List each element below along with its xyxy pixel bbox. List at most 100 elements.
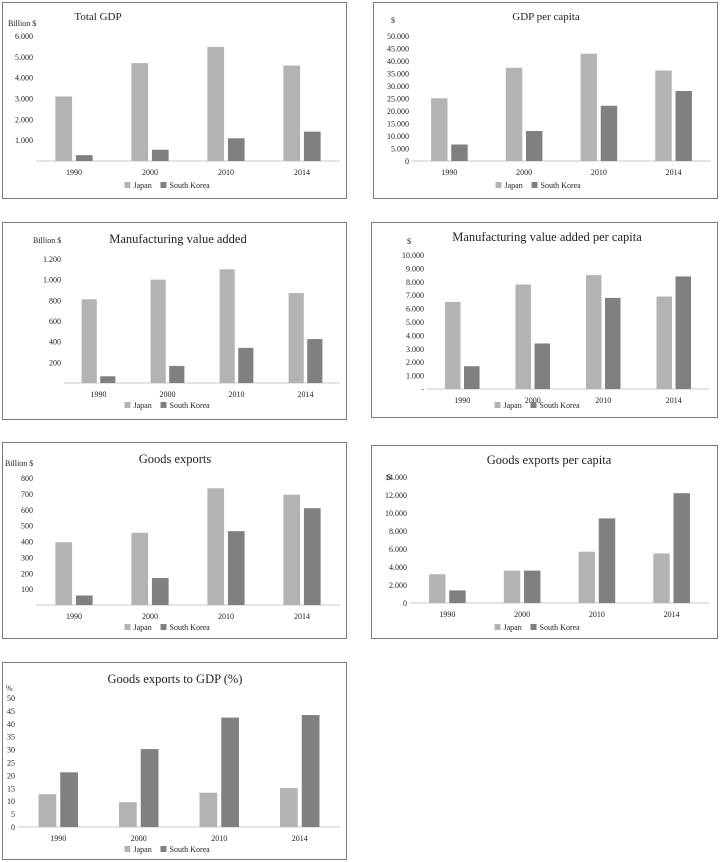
legend-label-japan: Japan <box>505 181 523 190</box>
y-tick-label: 8.000 <box>389 527 407 536</box>
y-tick-label: 6.000 <box>15 32 33 41</box>
bar-south-korea-2000 <box>523 570 541 603</box>
bar-japan-2010 <box>207 46 225 162</box>
bar-south-korea-2014 <box>675 276 692 389</box>
x-tick-label: 2000 <box>131 834 147 843</box>
bar-japan-2010 <box>585 275 602 389</box>
y-tick-label: 0 <box>405 157 409 166</box>
y-tick-label: 9.000 <box>406 264 424 273</box>
bar-south-korea-2000 <box>534 343 551 389</box>
chart-manufacturing-value-added: Manufacturing value added Billion $ 200 400… <box>2 222 347 420</box>
x-tick-label: 1990 <box>50 834 66 843</box>
bar-japan-2000 <box>131 532 149 605</box>
y-tick-label: 40.000 <box>387 57 409 66</box>
x-tick-label: 2010 <box>229 390 245 399</box>
bar-japan-2010 <box>219 269 235 383</box>
y-unit-label: Billion $ <box>8 19 36 28</box>
y-tick-label: 15.000 <box>387 120 409 129</box>
legend-label-japan: Japan <box>134 623 152 632</box>
y-tick-label: 800 <box>21 474 33 483</box>
x-tick-label: 2000 <box>142 612 158 621</box>
y-tick-label: 400 <box>49 338 61 347</box>
x-tick-label: 2000 <box>142 168 158 177</box>
y-unit-label: % <box>6 684 13 693</box>
x-tick-label: 2010 <box>595 396 611 405</box>
y-tick-label: 50.000 <box>387 32 409 41</box>
y-tick-label: 4.000 <box>389 563 407 572</box>
y-tick-label: 200 <box>21 569 33 578</box>
y-tick-label: 45 <box>7 707 15 716</box>
y-tick-label: 10.000 <box>387 132 409 141</box>
x-tick-label: 2000 <box>516 168 532 177</box>
bar-south-korea-2010 <box>227 138 245 161</box>
x-tick-label: 2010 <box>589 610 605 619</box>
bar-south-korea-1990 <box>451 144 468 161</box>
y-tick-label: 50 <box>7 694 15 703</box>
bar-japan-1990 <box>429 574 446 603</box>
legend-label-japan: Japan <box>134 401 152 410</box>
y-tick-label: 1.000 <box>15 136 33 145</box>
y-tick-label: 10 <box>7 797 15 806</box>
legend-swatch-south-korea <box>160 846 167 852</box>
bar-japan-2000 <box>503 570 521 603</box>
bar-south-korea-1990 <box>464 366 480 389</box>
chart-svg: Total GDP Billion $ 1.000 2.000 3.000 4.000 5.… <box>8 11 340 190</box>
chart-gdp-per-capita: GDP per capita $0 5.000 10.000 15.000 20.000 2… <box>373 2 718 199</box>
bar-south-korea-2000 <box>169 365 185 383</box>
y-unit-label: Billion $ <box>5 459 33 468</box>
chart-title: Total GDP <box>74 11 121 23</box>
y-tick-label: 10.000 <box>402 251 424 260</box>
bar-south-korea-1990 <box>75 155 93 161</box>
y-tick-label: 2.000 <box>389 581 407 590</box>
bar-south-korea-2014 <box>303 508 321 605</box>
bar-south-korea-1990 <box>60 772 78 827</box>
y-tick-label: 14.000 <box>385 473 407 482</box>
legend-label-south-korea: South Korea <box>541 181 582 190</box>
y-unit-label: $ <box>387 473 391 482</box>
y-tick-label: 12.000 <box>385 491 407 500</box>
y-tick-label: 35 <box>7 733 15 742</box>
bar-japan-2014 <box>288 293 304 383</box>
bar-south-korea-2014 <box>307 339 323 383</box>
bar-south-korea-2000 <box>151 149 169 161</box>
y-tick-label: 3.000 <box>15 95 33 104</box>
y-tick-label: 1.000 <box>406 372 424 381</box>
chart-title: Manufacturing value added <box>109 232 247 246</box>
x-tick-label: 1990 <box>441 168 457 177</box>
y-tick-label: 100 <box>21 585 33 594</box>
bar-south-korea-2014 <box>675 91 692 161</box>
y-tick-label: 6.000 <box>389 545 407 554</box>
y-tick-label: 6.000 <box>406 305 424 314</box>
legend-label-south-korea: South Korea <box>170 623 211 632</box>
y-tick-label: 0 <box>403 599 407 608</box>
x-tick-label: 2010 <box>591 168 607 177</box>
x-tick-label: 2014 <box>294 612 310 621</box>
legend-swatch-south-korea <box>530 402 537 408</box>
bar-japan-2000 <box>515 284 531 389</box>
y-tick-label: 700 <box>21 490 33 499</box>
legend-swatch-japan <box>494 624 501 630</box>
x-tick-label: 1990 <box>91 390 107 399</box>
chart-svg: Goods exports per capita $0 2.000 4.000 6.00… <box>385 453 709 632</box>
x-tick-label: 2014 <box>298 390 314 399</box>
chart-title: Manufacturing value added per capita <box>452 230 642 244</box>
y-tick-label: 400 <box>21 538 33 547</box>
bar-japan-1990 <box>38 794 57 827</box>
x-tick-label: 2014 <box>294 168 310 177</box>
y-tick-label: 4.000 <box>15 74 33 83</box>
legend-label-japan: Japan <box>504 623 522 632</box>
chart-svg: Goods exports to GDP (%)% 0 5 10 15 20 25 30 35 4… <box>6 672 340 854</box>
bar-south-korea-2010 <box>598 518 616 603</box>
y-tick-label: 1.200 <box>43 255 61 264</box>
legend-swatch-japan <box>124 402 131 408</box>
x-tick-label: 2000 <box>514 610 530 619</box>
chart-svg: Goods exports Billion $ 100 200 300 400 500 600… <box>5 452 340 632</box>
y-tick-label: 600 <box>21 506 33 515</box>
bar-south-korea-2000 <box>525 131 543 161</box>
bar-japan-2000 <box>150 279 166 383</box>
chart-title: Goods exports <box>139 452 212 466</box>
bar-south-korea-2014 <box>303 131 321 161</box>
bar-japan-1990 <box>81 299 97 383</box>
y-tick-label: 30.000 <box>387 82 409 91</box>
y-tick-label: 45.000 <box>387 45 409 54</box>
